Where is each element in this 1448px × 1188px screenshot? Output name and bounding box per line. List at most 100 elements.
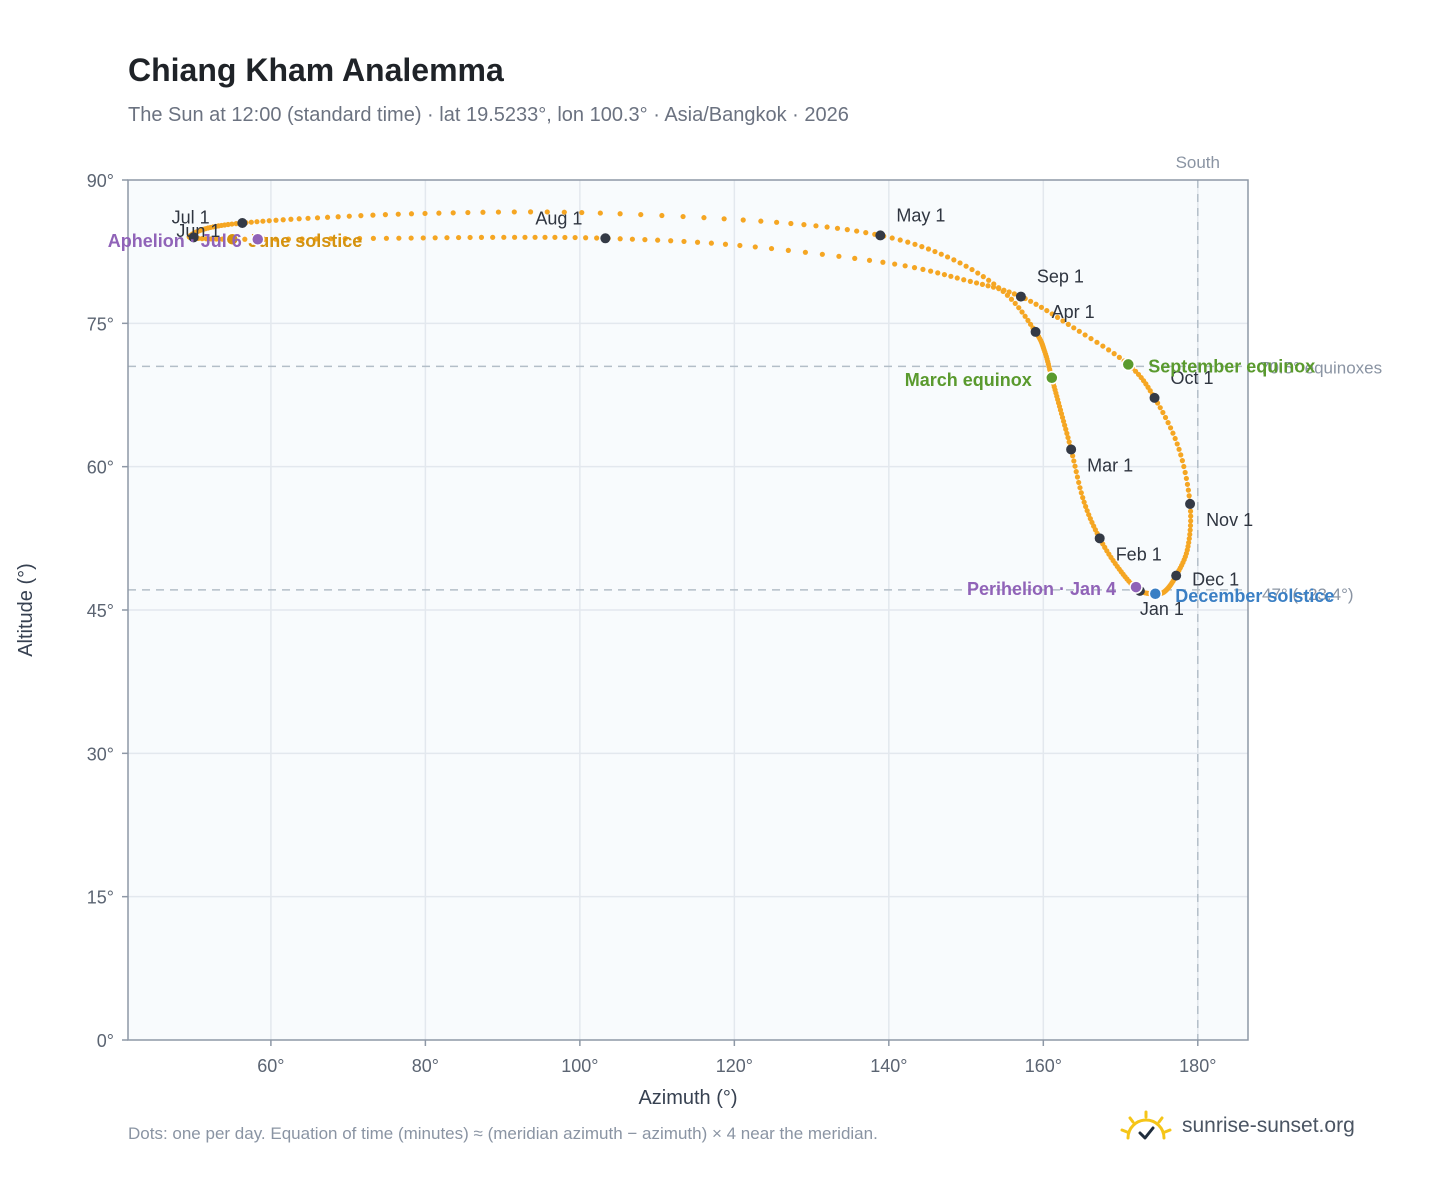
equinox-altitude-label: 70.5° equinoxes	[1260, 358, 1382, 377]
day-dot	[335, 214, 341, 220]
day-dot	[1011, 291, 1017, 297]
day-dot	[1087, 516, 1093, 522]
day-dot	[1181, 463, 1187, 470]
month-label: Jan 1	[1140, 599, 1184, 619]
day-dot	[532, 234, 538, 240]
month-dot	[1171, 570, 1182, 581]
day-dot	[1001, 287, 1007, 293]
day-dot	[1063, 426, 1069, 432]
day-dot	[824, 224, 830, 230]
x-tick-label: 60°	[257, 1056, 284, 1076]
day-dot	[219, 236, 226, 242]
event-label: September equinox	[1148, 356, 1315, 376]
day-dot	[920, 266, 926, 272]
day-dot	[802, 249, 808, 255]
day-dot	[285, 236, 292, 242]
day-dot	[511, 209, 517, 215]
day-dot	[911, 265, 918, 271]
day-dot	[273, 217, 279, 223]
month-dot	[875, 230, 886, 241]
day-dot	[288, 216, 294, 222]
day-dot	[1178, 452, 1184, 458]
day-dot	[1074, 474, 1081, 480]
day-dot	[980, 274, 986, 280]
x-tick-label: 120°	[716, 1056, 753, 1076]
day-dot	[655, 237, 661, 243]
day-dot	[1185, 487, 1191, 493]
event-label: Perihelion · Jan 4	[967, 579, 1116, 599]
day-dot	[314, 215, 321, 221]
day-dot	[260, 218, 266, 224]
day-dot	[1086, 512, 1092, 518]
day-dot	[1028, 298, 1034, 304]
y-tick-label: 75°	[87, 314, 114, 334]
brand[interactable]: sunrise-sunset.org	[1120, 1104, 1355, 1148]
day-dot	[1176, 446, 1182, 452]
day-dot	[408, 211, 415, 217]
day-dot	[758, 218, 764, 224]
x-tick-label: 160°	[1025, 1056, 1062, 1076]
day-dot	[967, 278, 973, 284]
day-dot	[254, 219, 260, 225]
month-label: Sep 1	[1037, 267, 1084, 287]
day-dot	[954, 275, 960, 281]
y-tick-label: 45°	[87, 601, 114, 621]
day-dot	[1025, 317, 1031, 324]
day-dot	[396, 235, 402, 241]
day-dot	[740, 217, 746, 223]
day-dot	[813, 223, 819, 229]
day-dot	[721, 216, 727, 222]
month-label: Oct 1	[1171, 368, 1214, 388]
day-dot	[1179, 458, 1185, 464]
y-tick-label: 0°	[97, 1031, 114, 1051]
month-label: Mar 1	[1087, 455, 1133, 475]
brand-name: sunrise-sunset.org	[1182, 1114, 1355, 1137]
day-dot	[544, 209, 550, 215]
day-dot	[638, 211, 644, 218]
day-dot	[932, 248, 938, 255]
day-dot	[1066, 439, 1072, 445]
day-dot	[975, 270, 981, 276]
day-dot	[819, 251, 825, 257]
month-dot	[1066, 444, 1077, 455]
day-dot	[985, 283, 991, 289]
day-dot	[951, 257, 957, 263]
day-dot	[1006, 289, 1012, 295]
axis-ticks: 60° 80° 100° 120° 140° 160° 180° 0° 15° 30° 45° 60°…	[87, 171, 1217, 1076]
day-dot	[328, 236, 334, 242]
day-dot	[478, 234, 485, 240]
day-dot	[801, 222, 807, 228]
day-dot	[1065, 321, 1071, 327]
day-dot	[668, 238, 674, 244]
day-dot	[465, 209, 471, 216]
day-dot	[1071, 458, 1077, 464]
day-dot	[948, 273, 954, 279]
day-dot	[542, 234, 548, 240]
day-dot	[242, 236, 248, 242]
day-dot	[701, 215, 707, 221]
y-tick-label: 90°	[87, 171, 114, 191]
day-dot	[342, 236, 348, 242]
day-dot	[444, 235, 450, 241]
month-label: Apr 1	[1052, 302, 1095, 322]
chart-title: Chiang Kham Analemma	[128, 52, 504, 88]
day-dot	[382, 212, 388, 218]
day-dot	[1160, 409, 1166, 416]
day-dot	[1147, 388, 1153, 394]
day-dot	[990, 284, 997, 290]
day-dot	[979, 281, 986, 287]
day-dot	[928, 268, 934, 274]
day-dot	[852, 255, 858, 261]
event-label: December solstice	[1175, 586, 1334, 606]
day-dot	[925, 246, 932, 252]
month-dot	[1030, 326, 1041, 337]
day-dot	[1186, 535, 1192, 542]
day-dot	[266, 218, 272, 224]
day-dot	[785, 247, 791, 253]
day-dot	[836, 253, 842, 259]
day-dot	[680, 213, 686, 220]
day-dot	[1038, 304, 1045, 310]
x-tick-label: 180°	[1179, 1056, 1216, 1076]
day-dot	[208, 236, 214, 242]
